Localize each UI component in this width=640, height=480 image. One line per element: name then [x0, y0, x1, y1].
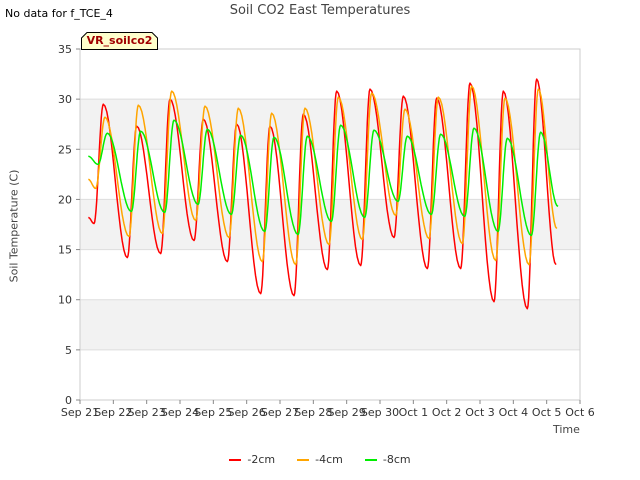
legend-label-8cm: -8cm [382, 453, 411, 466]
legend-item-2cm: -2cm [229, 453, 275, 466]
chart-title: Soil CO2 East Temperatures [229, 3, 411, 18]
legend-swatch-2cm [229, 458, 242, 461]
legend-item-4cm: -4cm [297, 453, 343, 466]
x-tick-label: Sep 28 [294, 406, 332, 419]
series-line-neg8cm [88, 119, 559, 237]
y-tick-label: 30 [58, 93, 72, 106]
x-tick-label: Oct 6 [565, 406, 595, 419]
x-tick-label: Oct 5 [532, 406, 562, 419]
y-tick-label: 35 [58, 43, 72, 56]
x-tick-label: Sep 27 [261, 406, 299, 419]
site-badge-text: VR_soilco2 [86, 34, 153, 47]
x-axis-label: Time [553, 423, 580, 436]
x-tick-label: Sep 30 [361, 406, 399, 419]
y-tick-label: 10 [58, 294, 72, 307]
x-tick-label: Sep 26 [228, 406, 266, 419]
no-data-message: No data for f_TCE_4 [5, 7, 113, 20]
y-tick-label: 5 [65, 344, 72, 357]
plot-frame [79, 48, 581, 401]
x-tick-label: Sep 25 [194, 406, 232, 419]
x-tick-label: Oct 1 [399, 406, 429, 419]
legend-swatch-4cm [297, 458, 310, 461]
y-tick-label: 15 [58, 244, 72, 257]
site-badge: VR_soilco2 [81, 32, 158, 50]
legend: -2cm -4cm -8cm [0, 453, 640, 466]
y-axis-label: Soil Temperature (C) [7, 169, 21, 283]
y-tick-label: 0 [65, 394, 72, 407]
grid-band [80, 299, 580, 350]
x-tick-label: Sep 22 [94, 406, 132, 419]
grid-band [80, 99, 580, 150]
x-tick-label: Sep 21 [61, 406, 99, 419]
x-tick-label: Sep 23 [128, 406, 166, 419]
y-tick-label: 20 [58, 193, 72, 206]
legend-item-8cm: -8cm [364, 453, 411, 466]
x-tick-label: Sep 29 [328, 406, 366, 419]
legend-swatch-8cm [364, 458, 377, 461]
legend-label-2cm: -2cm [247, 453, 276, 466]
x-tick-label: Oct 2 [432, 406, 462, 419]
x-tick-label: Oct 3 [465, 406, 495, 419]
x-tick-label: Sep 24 [161, 406, 199, 419]
legend-label-4cm: -4cm [315, 453, 343, 466]
x-tick-label: Oct 4 [499, 406, 529, 419]
series-line-neg4cm [88, 85, 558, 266]
y-tick-label: 25 [58, 143, 72, 156]
series-line-neg2cm [87, 78, 557, 310]
